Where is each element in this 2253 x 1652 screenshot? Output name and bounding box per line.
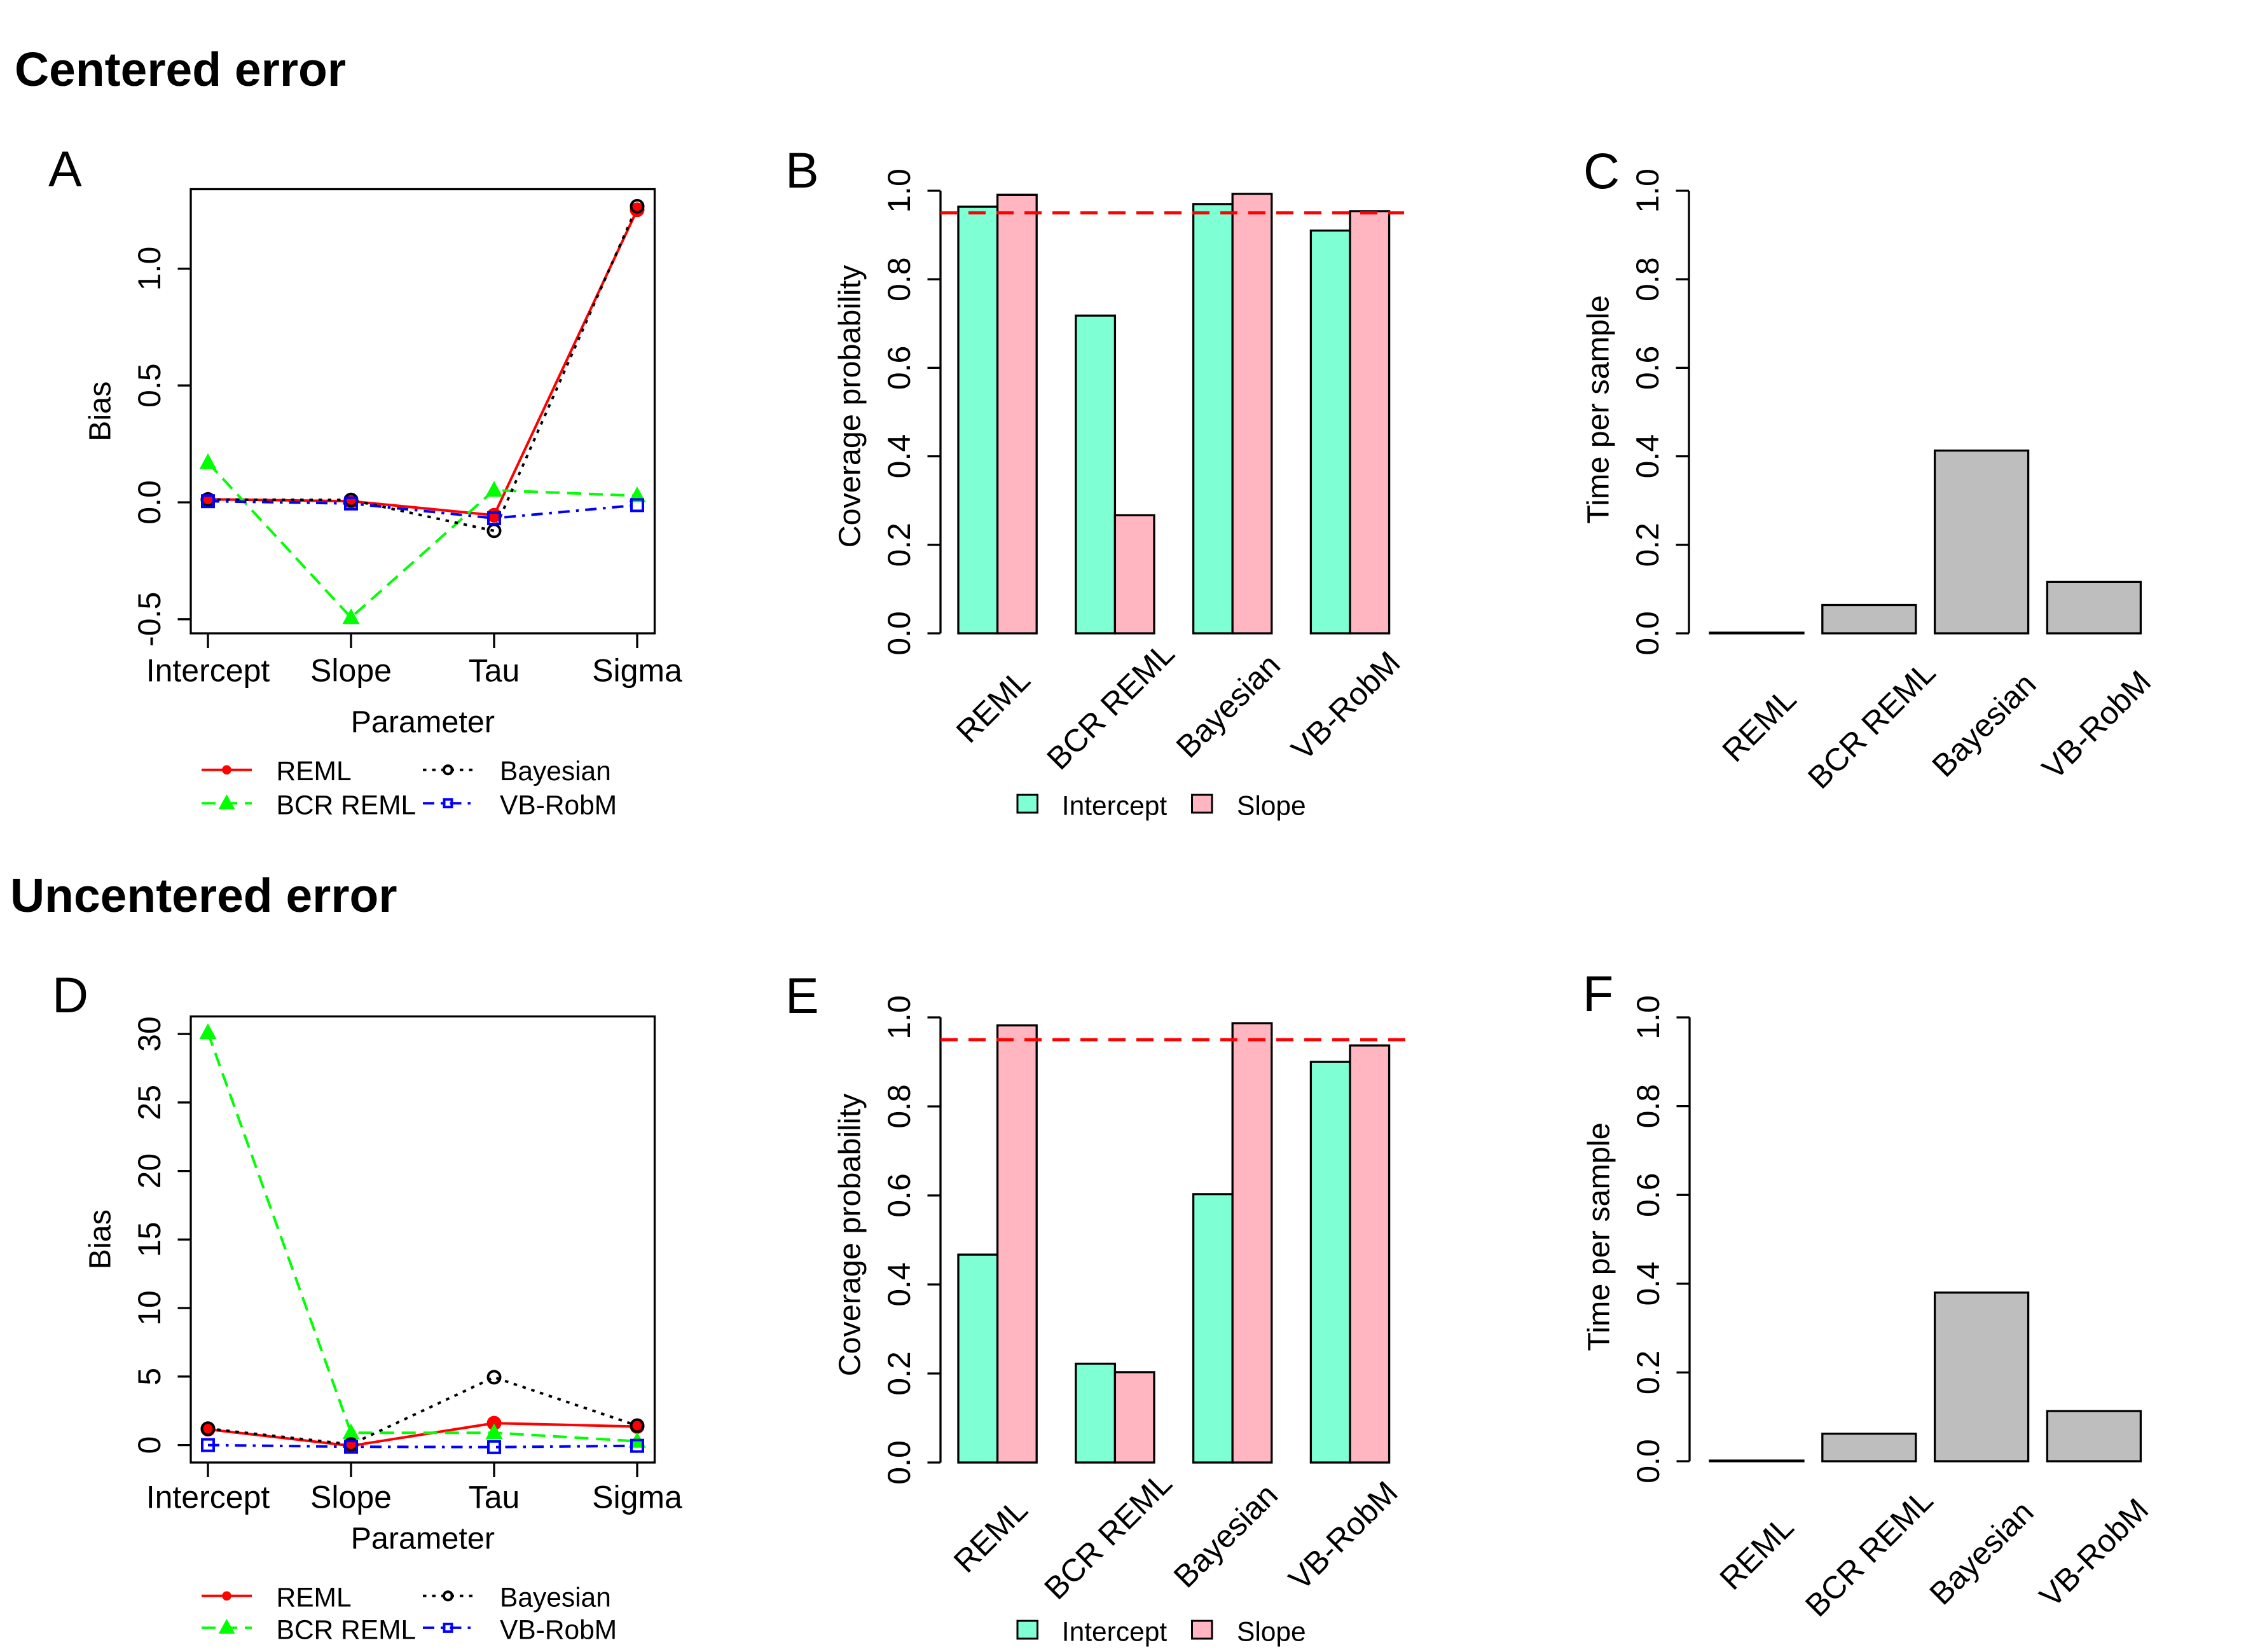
svg-text:0.2: 0.2 [881,523,917,567]
svg-text:Bias: Bias [83,1209,118,1269]
svg-text:0.6: 0.6 [1630,346,1665,390]
svg-text:Sigma: Sigma [592,653,682,689]
svg-text:BCR REML: BCR REML [277,1616,417,1646]
svg-text:0.2: 0.2 [1630,523,1665,567]
svg-text:0.4: 0.4 [881,1262,917,1307]
svg-text:5: 5 [132,1368,167,1386]
svg-text:0.2: 0.2 [1630,1351,1666,1395]
svg-text:E: E [785,967,819,1024]
svg-text:0.0: 0.0 [881,1440,917,1485]
svg-text:Sigma: Sigma [592,1480,682,1515]
svg-text:Slope: Slope [1237,792,1306,822]
svg-text:1.0: 1.0 [881,169,917,213]
svg-text:0.4: 0.4 [1630,1262,1666,1306]
svg-text:VB-RobM: VB-RobM [500,1616,617,1646]
svg-text:Intercept: Intercept [1062,1618,1168,1648]
svg-text:Coverage probability: Coverage probability [833,265,867,548]
svg-text:Intercept: Intercept [146,1480,270,1515]
svg-text:BCR REML: BCR REML [277,791,417,821]
svg-text:0.5: 0.5 [132,363,167,408]
svg-text:Slope: Slope [1237,1618,1306,1648]
svg-text:Time per sample: Time per sample [1581,295,1616,523]
svg-text:0.6: 0.6 [881,346,917,390]
svg-text:Parameter: Parameter [351,1522,495,1556]
svg-text:A: A [48,141,82,197]
svg-text:D: D [52,967,88,1023]
svg-text:1.0: 1.0 [132,247,167,291]
svg-text:25: 25 [132,1085,167,1120]
svg-text:VB-RobM: VB-RobM [500,791,617,821]
svg-text:Intercept: Intercept [1062,792,1168,822]
svg-text:1.0: 1.0 [1630,995,1666,1040]
svg-text:0.8: 0.8 [881,1084,917,1129]
svg-text:0.6: 0.6 [881,1173,917,1218]
svg-text:0.6: 0.6 [1630,1173,1666,1217]
svg-text:Parameter: Parameter [351,705,495,740]
svg-text:Uncentered error: Uncentered error [10,869,397,922]
svg-text:15: 15 [132,1222,167,1257]
svg-text:Slope: Slope [310,1480,392,1515]
svg-text:REML: REML [277,757,352,787]
svg-text:0.0: 0.0 [132,480,167,525]
svg-text:1.0: 1.0 [1630,169,1665,213]
svg-text:1.0: 1.0 [881,995,917,1040]
svg-text:Slope: Slope [310,653,392,689]
svg-text:Tau: Tau [469,1480,520,1515]
svg-text:B: B [785,142,819,198]
svg-text:REML: REML [277,1583,352,1613]
svg-text:Coverage probability: Coverage probability [833,1093,867,1377]
svg-text:0.4: 0.4 [881,434,917,479]
svg-text:0.8: 0.8 [881,257,917,301]
svg-text:0.8: 0.8 [1630,1084,1666,1129]
svg-text:Centered error: Centered error [15,43,346,96]
svg-text:0.2: 0.2 [881,1351,917,1396]
svg-text:30: 30 [132,1016,167,1052]
svg-text:0.8: 0.8 [1630,257,1665,301]
svg-text:Intercept: Intercept [146,653,270,689]
svg-text:C: C [1583,142,1620,199]
svg-text:10: 10 [132,1290,167,1326]
svg-text:0.4: 0.4 [1630,434,1665,479]
svg-text:20: 20 [132,1153,167,1189]
svg-text:0.0: 0.0 [1630,611,1665,656]
svg-text:Tau: Tau [469,653,520,689]
svg-text:Bayesian: Bayesian [500,1583,611,1613]
svg-text:Bayesian: Bayesian [500,757,611,787]
svg-text:0: 0 [132,1436,167,1454]
svg-text:Time per sample: Time per sample [1582,1122,1616,1351]
svg-text:0.0: 0.0 [881,611,917,656]
svg-text:0.0: 0.0 [1630,1439,1666,1483]
svg-text:F: F [1583,965,1613,1022]
svg-text:Bias: Bias [83,382,118,441]
svg-text:-0.5: -0.5 [132,592,167,647]
